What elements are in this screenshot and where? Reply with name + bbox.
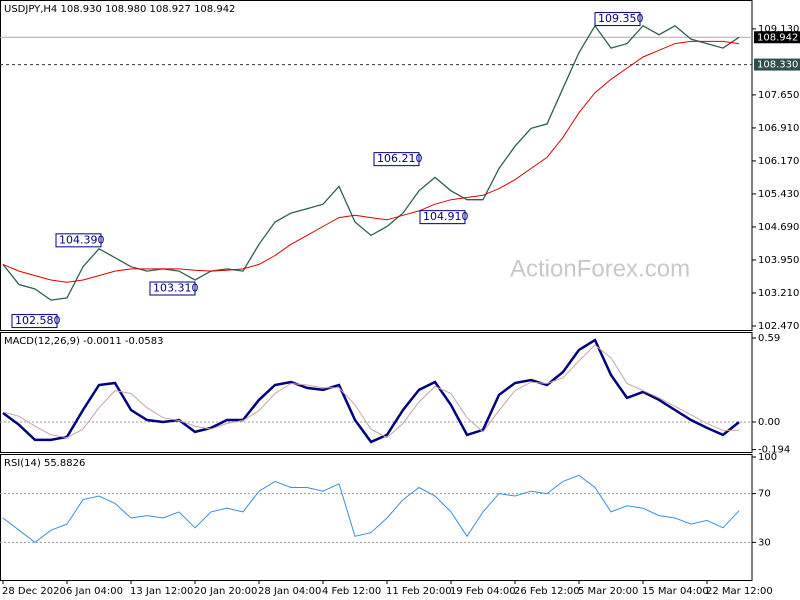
panel-frame	[0, 0, 753, 331]
x-tick-label: 5 Mar 20:00	[578, 586, 638, 597]
x-tick-label: 4 Feb 12:00	[322, 586, 381, 597]
annotation-box	[373, 152, 420, 167]
x-tick-label: 26 Feb 12:00	[514, 586, 580, 597]
y-tick-label: 0.00	[758, 417, 780, 428]
y-tick-label: 103.210	[758, 288, 799, 299]
annotation-label: 104.390	[59, 233, 105, 246]
y-tick-label: 100	[758, 452, 777, 463]
annotation-label: 109.350	[598, 12, 644, 25]
price-box	[754, 58, 800, 71]
x-tick-label: 20 Jan 20:00	[194, 586, 257, 597]
annotation-label: 106.210	[377, 152, 423, 165]
annotation-box	[594, 12, 641, 27]
y-tick-label: -0.194	[758, 445, 790, 456]
annotation-label: 102.580	[15, 314, 61, 327]
y-tick-label: 109.130	[758, 24, 799, 35]
annotation-box	[55, 233, 102, 248]
y-tick-label: 103.950	[758, 255, 799, 266]
series-line	[2, 40, 740, 283]
series-line	[2, 344, 740, 439]
y-tick-label: 104.690	[758, 222, 799, 233]
series-line	[2, 338, 740, 444]
price-box	[754, 31, 800, 44]
series-line	[2, 474, 740, 544]
y-tick-label: 107.650	[758, 90, 799, 101]
x-tick-label: 19 Feb 04:00	[450, 586, 516, 597]
annotation-box	[11, 314, 58, 329]
series-line	[2, 24, 740, 301]
x-tick-label: 11 Feb 20:00	[386, 586, 452, 597]
panel-title: USDJPY,H4 108.930 108.980 108.927 108.94…	[4, 4, 235, 15]
x-tick-label: 15 Mar 04:00	[642, 586, 709, 597]
y-tick-label: 106.910	[758, 123, 799, 134]
watermark: ActionForex.com	[510, 255, 690, 282]
x-tick-label: 6 Jan 04:00	[66, 586, 123, 597]
y-tick-label: 102.470	[758, 321, 799, 332]
y-tick-label: 0.59	[758, 333, 780, 344]
y-tick-label: 106.170	[758, 156, 799, 167]
x-tick-label: 22 Mar 12:00	[706, 586, 773, 597]
x-tick-label: 13 Jan 12:00	[130, 586, 193, 597]
annotation-label: 104.910	[423, 210, 469, 223]
panel-frame	[0, 454, 753, 581]
annotation-box	[419, 210, 466, 225]
price-box-label: 108.330	[757, 60, 798, 71]
x-tick-label: 28 Dec 2020	[2, 586, 66, 597]
annotation-box	[149, 281, 196, 296]
x-tick-label: 28 Jan 04:00	[258, 586, 321, 597]
annotation-label: 103.310	[153, 282, 199, 295]
y-tick-label: 105.430	[758, 189, 799, 200]
panel-frame	[0, 332, 753, 453]
panel-title: RSI(14) 55.8826	[4, 458, 85, 469]
y-tick-label: 30	[758, 537, 771, 548]
price-box-label: 108.942	[757, 32, 798, 43]
y-tick-label: 70	[758, 489, 771, 500]
panel-title: MACD(12,26,9) -0.0011 -0.0583	[4, 336, 164, 347]
